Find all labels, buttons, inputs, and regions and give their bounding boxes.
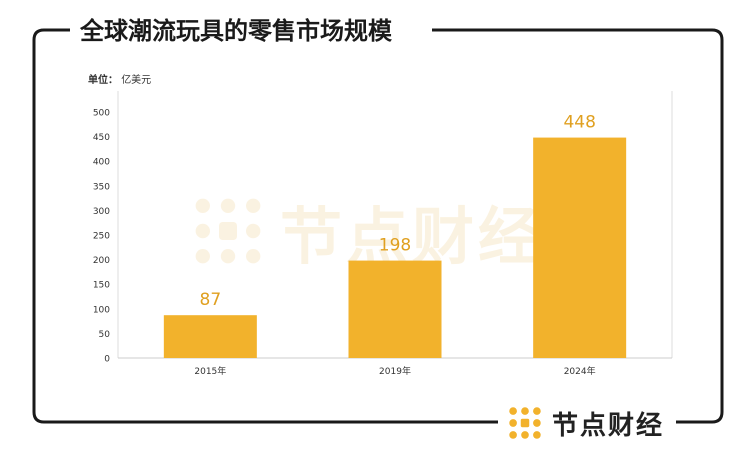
y-tick-label: 0: [104, 355, 110, 365]
node-dots-logo-icon: [509, 407, 541, 439]
unit-label: 单位：: [88, 75, 118, 86]
y-tick-label: 250: [93, 232, 110, 242]
bar-value-label: 448: [563, 113, 595, 133]
brand-name: 节点财经: [552, 410, 665, 441]
brand-footer: 节点财经: [498, 400, 675, 446]
y-tick-label: 100: [93, 305, 110, 315]
unit-row: 单位： 亿美元: [88, 71, 151, 86]
x-tick-label: 2019年: [379, 365, 411, 377]
x-tick-label: 2024年: [564, 365, 596, 377]
bar: [163, 315, 257, 358]
y-tick-label: 500: [93, 109, 110, 119]
y-tick-label: 50: [99, 330, 111, 340]
y-tick-label: 150: [93, 281, 110, 291]
chart-title: 全球潮流玩具的零售市场规模: [70, 14, 402, 48]
bar: [348, 260, 442, 358]
y-tick-label: 400: [93, 158, 110, 168]
bar: [533, 137, 627, 358]
y-tick-label: 350: [93, 182, 110, 192]
y-tick-label: 300: [93, 207, 110, 217]
unit-value: 亿美元: [121, 75, 152, 86]
bar-value-label: 198: [379, 236, 411, 256]
x-tick-label: 2015年: [194, 365, 226, 377]
y-tick-label: 200: [93, 256, 110, 266]
y-tick-label: 450: [93, 133, 110, 143]
bar-value-label: 87: [200, 290, 222, 310]
